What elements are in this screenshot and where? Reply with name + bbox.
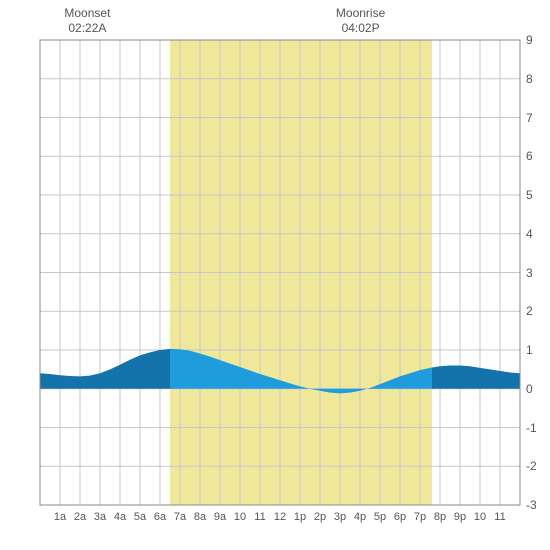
y-tick-label: 7	[526, 111, 533, 125]
x-tick-label: 10	[474, 511, 486, 523]
moonrise-annotation: Moonrise 04:02P	[331, 6, 391, 36]
x-tick-label: 1p	[294, 511, 306, 523]
y-tick-label: 3	[526, 266, 533, 280]
x-tick-label: 8p	[434, 511, 446, 523]
y-tick-label: 0	[526, 382, 533, 396]
x-tick-label: 3a	[94, 511, 106, 523]
x-tick-label: 5p	[374, 511, 386, 523]
y-tick-label: -3	[526, 498, 537, 512]
y-tick-label: 6	[526, 149, 533, 163]
tide-chart: { "canvas": { "width": 550, "height": 55…	[0, 0, 550, 550]
chart-svg	[0, 0, 550, 550]
x-tick-label: 4a	[114, 511, 126, 523]
y-tick-label: 9	[526, 33, 533, 47]
x-tick-label: 11	[494, 511, 505, 523]
x-tick-label: 3p	[334, 511, 346, 523]
y-tick-label: 2	[526, 304, 533, 318]
y-tick-label: 8	[526, 72, 533, 86]
x-tick-label: 8a	[194, 511, 206, 523]
x-tick-label: 6a	[154, 511, 166, 523]
x-tick-label: 10	[234, 511, 246, 523]
x-tick-label: 2p	[314, 511, 326, 523]
y-tick-label: 4	[526, 227, 533, 241]
x-tick-label: 7a	[174, 511, 186, 523]
y-tick-label: 5	[526, 188, 533, 202]
x-tick-label: 5a	[134, 511, 146, 523]
x-tick-label: 2a	[74, 511, 86, 523]
y-tick-label: -1	[526, 421, 537, 435]
y-tick-label: 1	[526, 343, 533, 357]
x-tick-label: 7p	[414, 511, 426, 523]
x-tick-label: 12	[274, 511, 286, 523]
x-tick-label: 11	[254, 511, 265, 523]
x-tick-label: 4p	[354, 511, 366, 523]
x-tick-label: 9a	[214, 511, 226, 523]
y-tick-label: -2	[526, 459, 537, 473]
x-tick-label: 1a	[54, 511, 66, 523]
x-tick-label: 6p	[394, 511, 406, 523]
x-tick-label: 9p	[454, 511, 466, 523]
moonset-annotation: Moonset 02:22A	[57, 6, 117, 36]
